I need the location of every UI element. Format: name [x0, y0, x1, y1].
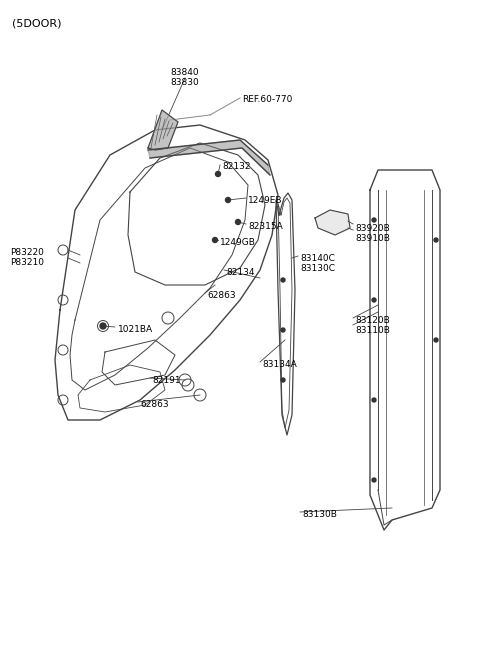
Polygon shape	[148, 140, 270, 175]
Text: 83140C
83130C: 83140C 83130C	[300, 254, 335, 274]
Circle shape	[226, 197, 230, 203]
Text: (5DOOR): (5DOOR)	[12, 18, 61, 28]
Text: 82134: 82134	[226, 268, 254, 277]
Text: 83134A: 83134A	[262, 360, 297, 369]
Circle shape	[434, 338, 438, 342]
Circle shape	[281, 328, 285, 332]
Circle shape	[372, 398, 376, 402]
Text: 1249EB: 1249EB	[248, 196, 283, 205]
Text: 1249GB: 1249GB	[220, 238, 256, 247]
Circle shape	[372, 298, 376, 302]
Polygon shape	[315, 210, 350, 235]
Text: 82191: 82191	[152, 376, 180, 385]
Text: 83130B: 83130B	[302, 510, 337, 519]
Text: 62863: 62863	[140, 400, 168, 409]
Circle shape	[372, 478, 376, 482]
Text: 82132: 82132	[222, 162, 251, 171]
Text: REF.60-770: REF.60-770	[242, 95, 292, 104]
Circle shape	[434, 238, 438, 242]
Text: 82315A: 82315A	[248, 222, 283, 231]
Circle shape	[236, 220, 240, 224]
Text: 83920B
83910B: 83920B 83910B	[355, 224, 390, 243]
Text: 1021BA: 1021BA	[118, 325, 153, 334]
Text: 83120B
83110B: 83120B 83110B	[355, 316, 390, 335]
Polygon shape	[148, 110, 178, 150]
Text: 62863: 62863	[207, 291, 236, 300]
Circle shape	[281, 278, 285, 282]
Circle shape	[281, 378, 285, 382]
Circle shape	[372, 218, 376, 222]
Circle shape	[100, 323, 106, 329]
Text: 83840
83830: 83840 83830	[170, 68, 199, 87]
Circle shape	[216, 171, 220, 176]
Circle shape	[213, 237, 217, 243]
Text: P83220
P83210: P83220 P83210	[10, 248, 44, 268]
